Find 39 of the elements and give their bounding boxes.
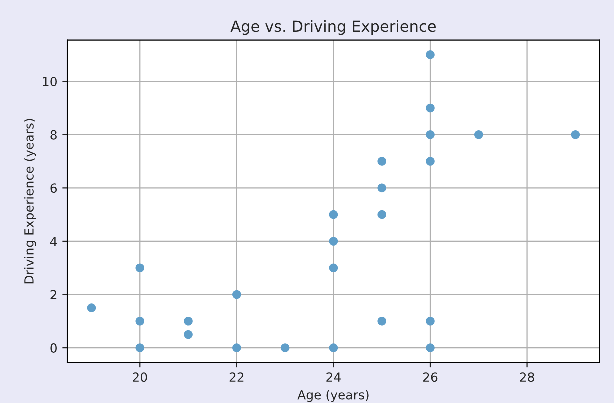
point	[378, 184, 386, 193]
point	[474, 130, 484, 140]
y-tick-label: 0	[50, 344, 57, 353]
point	[329, 237, 338, 246]
point	[87, 304, 96, 312]
x-tick-label: 22	[230, 372, 244, 382]
x-tick-label: 24	[326, 372, 341, 382]
point	[426, 50, 435, 60]
point	[329, 264, 338, 273]
point	[232, 344, 242, 352]
point	[378, 157, 386, 166]
y-tick-label: 4	[50, 237, 58, 246]
point	[232, 290, 242, 300]
y-axis-title: Driving Experience (years)	[24, 119, 36, 284]
y-tick-label: 6	[50, 184, 58, 194]
point	[426, 344, 435, 352]
x-tick-label: 28	[520, 372, 534, 382]
point	[329, 210, 338, 220]
point	[571, 130, 580, 140]
x-tick-label: 20	[133, 372, 148, 382]
point	[280, 344, 290, 352]
point	[426, 317, 435, 326]
point	[136, 344, 145, 352]
point	[426, 157, 435, 166]
point	[184, 330, 193, 340]
x-tick-label: 26	[423, 372, 438, 382]
chart-title: Age vs. Driving Experience	[230, 20, 436, 36]
point	[426, 130, 435, 140]
y-tick-label: 10	[43, 77, 57, 87]
point	[378, 317, 386, 326]
point	[136, 264, 145, 273]
y-tick-label: 2	[50, 290, 57, 300]
point	[378, 210, 386, 220]
x-axis-title: Age (years)	[298, 390, 369, 402]
point	[136, 317, 145, 326]
y-tick-label: 8	[50, 130, 57, 140]
point	[426, 104, 435, 113]
point	[184, 317, 193, 326]
point	[329, 344, 338, 352]
